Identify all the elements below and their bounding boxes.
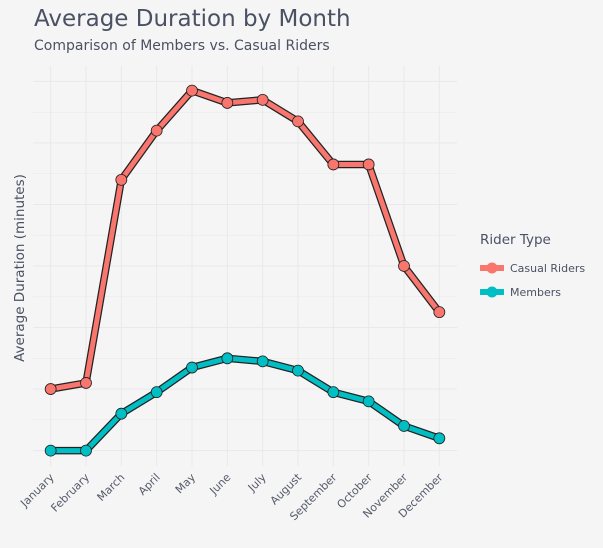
series-line-members bbox=[48, 355, 442, 454]
legend-title: Rider Type bbox=[480, 232, 551, 248]
x-tick-label: July bbox=[245, 471, 269, 495]
chart-subtitle: Comparison of Members vs. Casual Riders bbox=[34, 38, 330, 54]
data-point-casual-riders bbox=[327, 158, 340, 171]
data-point-members bbox=[433, 432, 446, 445]
data-point-casual-riders bbox=[256, 93, 269, 106]
data-point-casual-riders bbox=[362, 158, 375, 171]
data-point-members bbox=[362, 395, 375, 408]
data-point-members bbox=[44, 444, 57, 457]
legend-label-members: Members bbox=[510, 285, 561, 299]
data-point-members bbox=[398, 420, 410, 432]
x-tick-label: May bbox=[173, 471, 199, 497]
chart-title: Average Duration by Month bbox=[34, 6, 351, 32]
x-tick-label: June bbox=[207, 471, 234, 498]
data-point-members bbox=[80, 444, 92, 457]
data-point-members bbox=[256, 355, 269, 368]
x-tick-label: April bbox=[136, 471, 163, 498]
data-point-members bbox=[292, 364, 304, 377]
legend: Rider Type Casual Riders Members bbox=[480, 232, 595, 304]
legend-item-casual-riders: Casual Riders bbox=[480, 256, 595, 280]
data-point-members bbox=[115, 407, 128, 420]
data-point-casual-riders bbox=[292, 115, 304, 128]
legend-key-casual-riders bbox=[480, 262, 504, 274]
data-point-casual-riders bbox=[44, 383, 57, 395]
data-point-members bbox=[150, 386, 163, 399]
data-point-casual-riders bbox=[150, 124, 163, 137]
legend-item-members: Members bbox=[480, 280, 595, 304]
series-outline-members bbox=[46, 354, 444, 455]
data-point-members bbox=[327, 386, 340, 399]
data-point-members bbox=[221, 352, 234, 365]
x-tick-label: February bbox=[48, 471, 92, 515]
data-point-members bbox=[186, 361, 198, 374]
series-line-casual-riders bbox=[48, 88, 442, 392]
legend-label-casual-riders: Casual Riders bbox=[510, 261, 586, 275]
x-tick-label: March bbox=[95, 471, 128, 504]
data-point-casual-riders bbox=[433, 306, 446, 319]
data-point-casual-riders bbox=[115, 173, 128, 186]
data-point-casual-riders bbox=[80, 377, 92, 389]
data-point-casual-riders bbox=[186, 84, 198, 97]
data-point-casual-riders bbox=[398, 260, 410, 272]
data-point-casual-riders bbox=[221, 97, 234, 109]
legend-key-members bbox=[480, 286, 504, 298]
